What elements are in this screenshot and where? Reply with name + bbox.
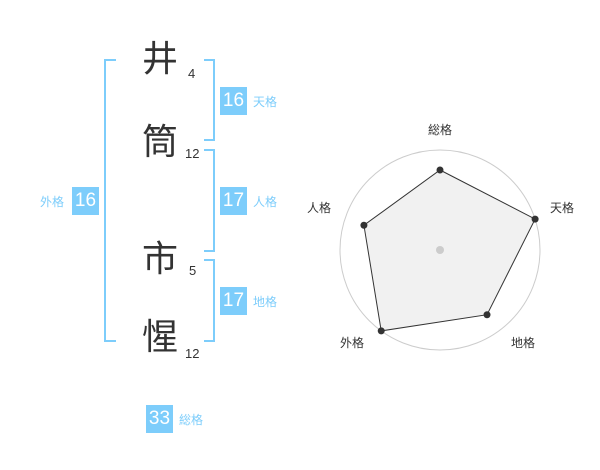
jinkaku-label: 人格 bbox=[253, 195, 278, 209]
radar-point bbox=[377, 327, 385, 335]
soukaku-value: 33 bbox=[146, 405, 173, 433]
gaikaku-value: 16 bbox=[72, 187, 99, 215]
chikaku-bracket bbox=[204, 259, 215, 342]
stroke-count: 12 bbox=[185, 146, 200, 161]
chikaku-label: 地格 bbox=[253, 295, 278, 309]
name-char: 市 bbox=[141, 239, 178, 280]
stroke-count: 12 bbox=[185, 346, 200, 361]
axis-label: 天格 bbox=[550, 200, 574, 215]
radar-point bbox=[360, 221, 368, 229]
axis-label: 総格 bbox=[428, 122, 452, 137]
radar-area bbox=[363, 169, 536, 332]
chikaku-value: 17 bbox=[220, 287, 247, 315]
radar-point bbox=[483, 311, 491, 319]
gaikaku-bracket bbox=[104, 59, 116, 342]
tenkaku-label: 天格 bbox=[253, 95, 278, 109]
tenkaku-value: 16 bbox=[220, 87, 247, 115]
axis-label: 地格 bbox=[511, 335, 535, 350]
name-char: 井 bbox=[141, 39, 178, 80]
radar-point bbox=[436, 166, 444, 174]
radar-point bbox=[531, 215, 539, 223]
name-char: 筒 bbox=[141, 122, 178, 163]
name-char: 惺 bbox=[141, 317, 178, 358]
jinkaku-bracket bbox=[204, 149, 215, 252]
radar-center bbox=[436, 246, 444, 254]
axis-label: 人格 bbox=[307, 200, 331, 215]
tenkaku-bracket bbox=[204, 59, 215, 141]
soukaku-label: 総格 bbox=[179, 413, 204, 427]
axis-label: 外格 bbox=[340, 335, 364, 350]
jinkaku-value: 17 bbox=[220, 187, 247, 215]
stroke-count: 5 bbox=[189, 263, 197, 278]
gaikaku-label: 外格 bbox=[40, 195, 65, 209]
stroke-count: 4 bbox=[188, 66, 196, 81]
